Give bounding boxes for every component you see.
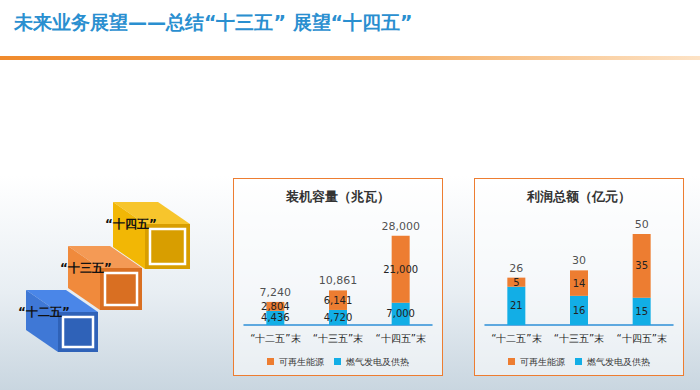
svg-text:10,861: 10,861 [319,274,358,287]
svg-text:燃气发电及供热: 燃气发电及供热 [346,357,409,367]
svg-text:“十三五”末: “十三五”末 [313,333,363,344]
svg-text:50: 50 [635,218,649,231]
svg-text:燃气发电及供热: 燃气发电及供热 [587,357,650,367]
svg-text:7,240: 7,240 [260,286,292,299]
svg-text:装机容量（兆瓦）: 装机容量（兆瓦） [285,189,390,204]
svg-text:16: 16 [573,305,586,316]
svg-text:21,000: 21,000 [383,264,418,275]
svg-text:“十二五”末: “十二五”末 [491,333,541,344]
svg-text:利润总额（亿元）: 利润总额（亿元） [526,189,631,204]
svg-text:“十二五”: “十二五” [18,305,70,319]
svg-text:14: 14 [573,278,586,289]
svg-text:5: 5 [513,277,519,288]
svg-text:28,000: 28,000 [381,220,420,233]
svg-text:“十二五”末: “十二五”末 [250,333,300,344]
svg-text:21: 21 [510,300,523,311]
html-text:未来业务展望——总结“十三五” 展望“十四五”: 未来业务展望——总结“十三五” 展望“十四五” [14,11,413,33]
svg-text:6,141: 6,141 [324,295,353,306]
svg-text:可再生能源: 可再生能源 [279,357,324,367]
svg-text:“十四五”: “十四五” [105,217,157,231]
svg-text:可再生能源: 可再生能源 [520,357,565,367]
svg-text:4,436: 4,436 [261,312,290,323]
svg-text:7,000: 7,000 [386,308,415,319]
svg-text:26: 26 [509,262,523,275]
svg-text:“十四五”末: “十四五”末 [375,333,425,344]
svg-text:30: 30 [572,254,586,267]
svg-text:“十三五”末: “十三五”末 [554,333,604,344]
svg-text:15: 15 [635,306,648,317]
svg-text:“十三五”: “十三五” [60,261,112,275]
svg-text:4,720: 4,720 [324,312,353,323]
svg-text:2,804: 2,804 [261,301,290,312]
svg-text:35: 35 [635,260,648,271]
svg-text:“十四五”末: “十四五”末 [616,333,666,344]
